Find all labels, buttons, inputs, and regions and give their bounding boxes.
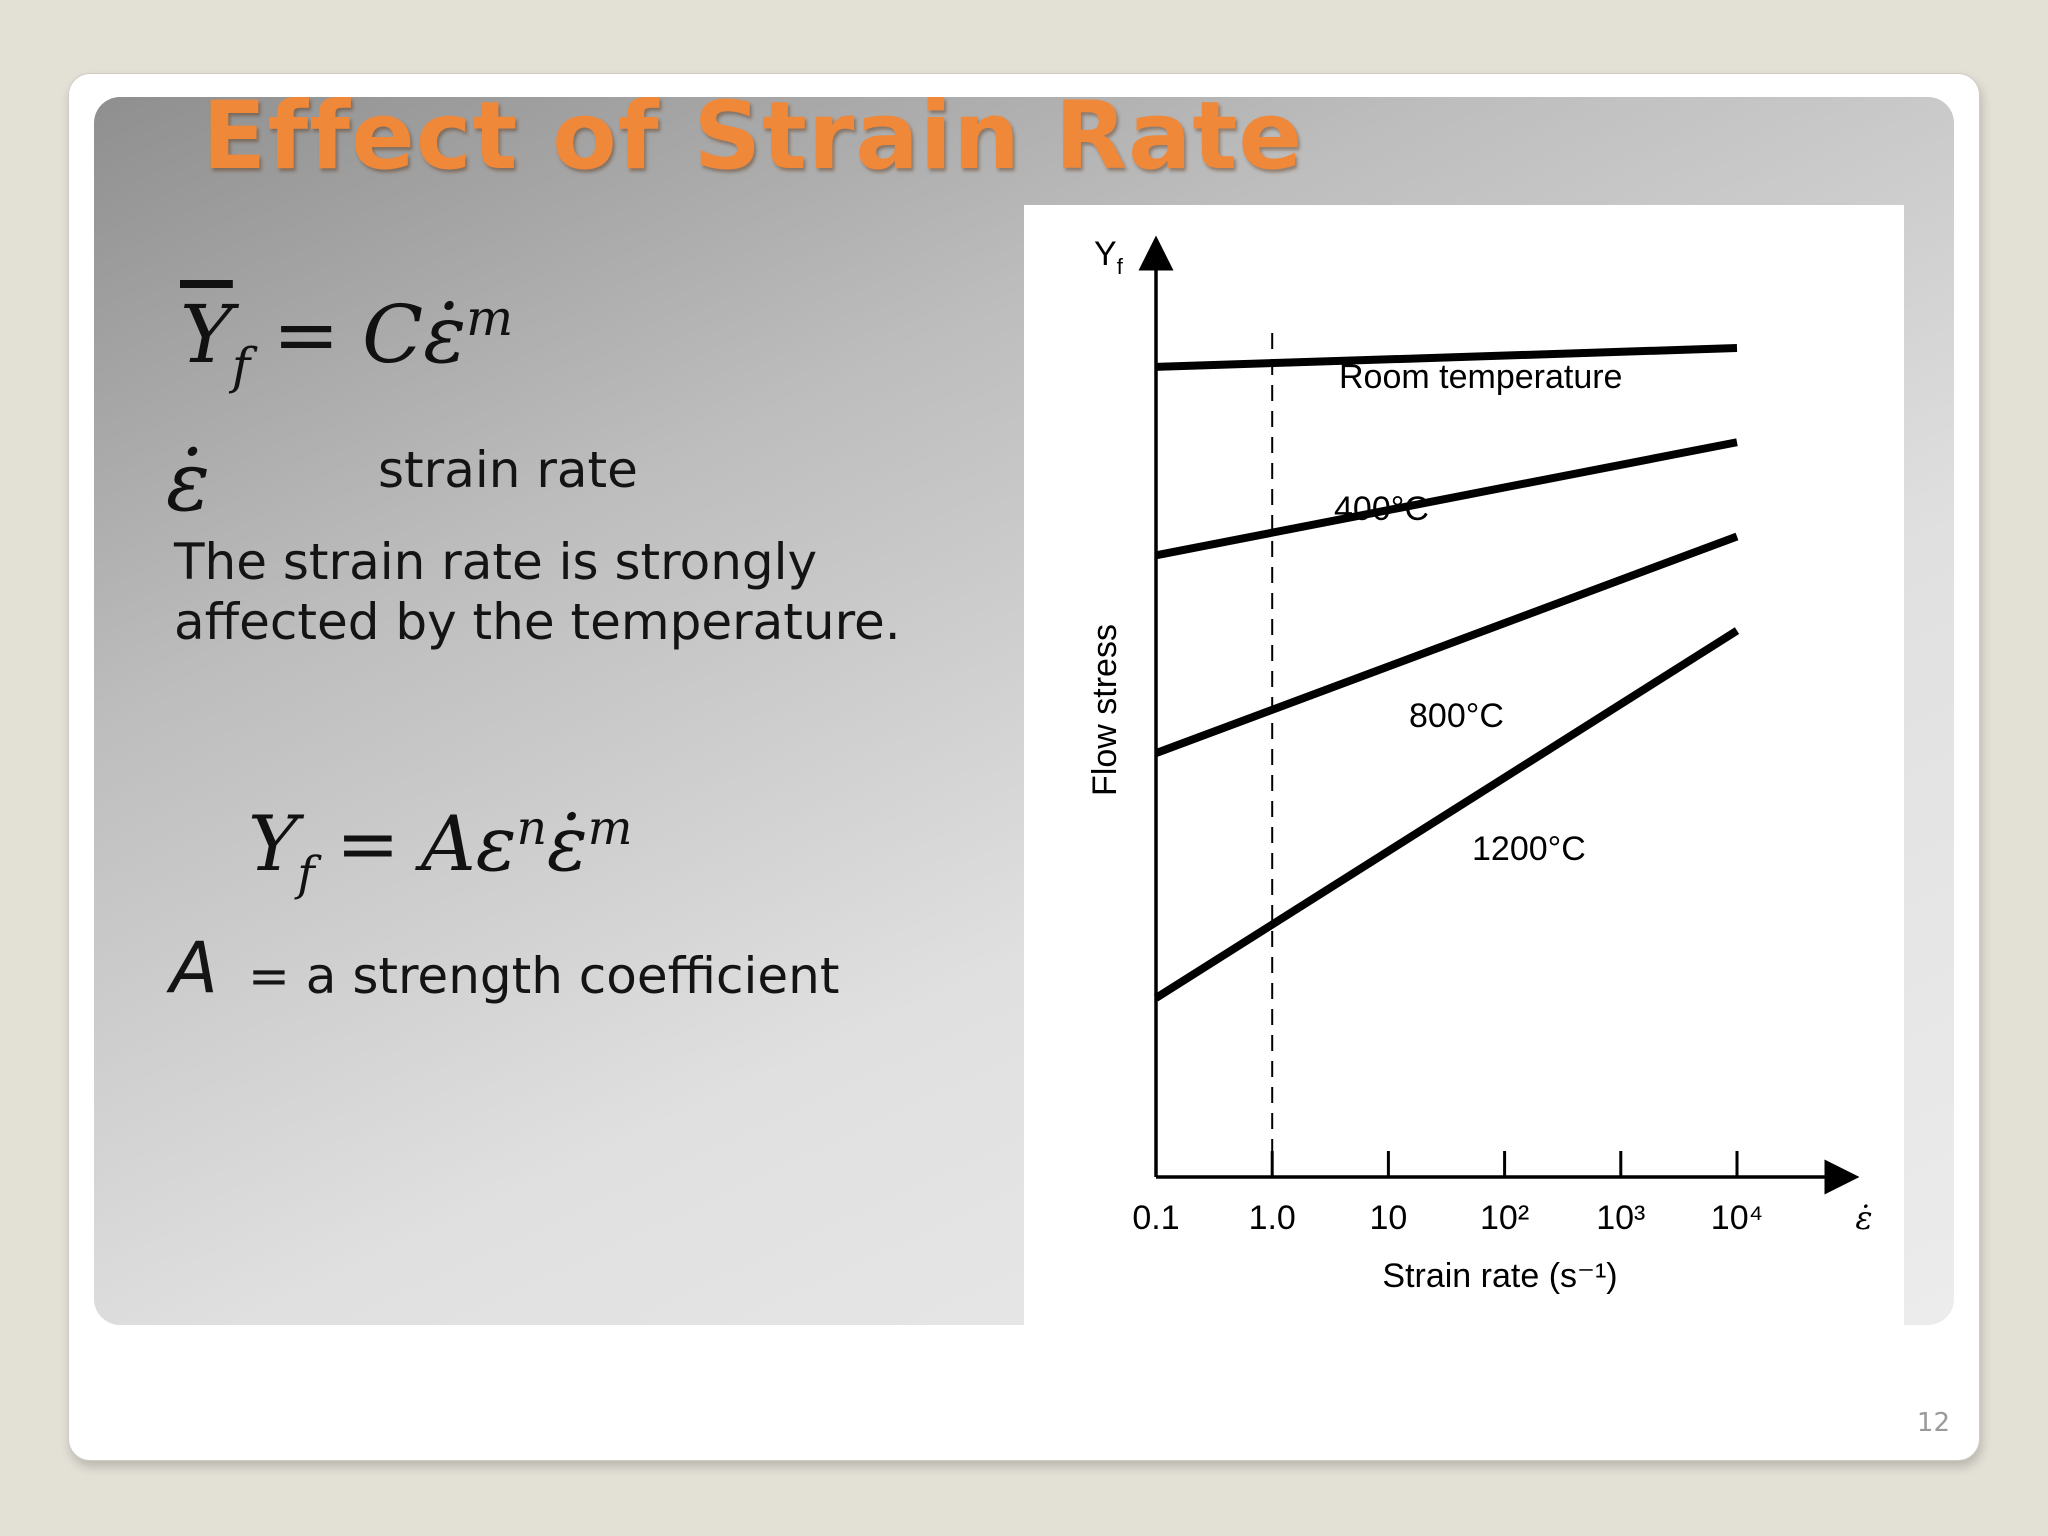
x-tick-label-5: 10⁴ [1711, 1199, 1763, 1237]
series-label-2: 800°C [1409, 697, 1504, 735]
x-tick-label-3: 10² [1480, 1199, 1529, 1237]
series-line-3 [1153, 627, 1740, 1002]
formula2-strain-exponent: n [516, 801, 547, 857]
flow-stress-chart: Yf Flow stress 0.1 1.0 10 10² 10³ 10⁴ ε̇ Strain r… [1024, 205, 1904, 1325]
flow-stress-strain-rate-formula: Yf = Cε̇m [180, 288, 514, 395]
formula2-coefficient: A [420, 799, 476, 888]
slide-title: Effect of Strain Rate [202, 82, 1304, 191]
formula1-equals: = [272, 288, 340, 381]
formula2-strain-rate-exponent: m [587, 801, 633, 857]
series-line-2 [1154, 532, 1739, 757]
x-axis-symbol: ε̇ [1855, 1199, 1872, 1237]
y-axis-label: Flow stress [1086, 624, 1124, 796]
strain-rate-symbol: ε̇ [166, 435, 211, 530]
body-text-line-2: affected by the temperature. [174, 593, 901, 651]
formula2-equals: = [335, 799, 400, 888]
page-number: 12 [1916, 1408, 1950, 1438]
x-tick-label-0: 0.1 [1132, 1199, 1179, 1237]
strength-coefficient-symbol: A [170, 927, 218, 1009]
strength-coefficient-definition: = a strength coefficient [248, 947, 840, 1005]
formula1-coefficient: C [362, 288, 424, 381]
formula1-lhs: Y [180, 288, 233, 381]
formula1-exponent: m [466, 288, 514, 347]
formula1-strain-rate-symbol: ε̇ [423, 288, 467, 381]
formula1-lhs-subscript: f [231, 336, 251, 395]
series-line-1 [1155, 438, 1738, 560]
series-label-0: Room temperature [1339, 358, 1622, 396]
y-axis-symbol: Yf [1094, 235, 1124, 279]
series-label-1: 400°C [1334, 490, 1429, 528]
formula2-lhs: Y [248, 799, 299, 888]
strain-rate-label: strain rate [378, 441, 638, 499]
x-tick-label-1: 1.0 [1249, 1199, 1296, 1237]
formula2-lhs-subscript: f [297, 846, 315, 902]
x-tick-label-4: 10³ [1596, 1199, 1645, 1237]
y-axis-symbol-main: Y [1094, 235, 1117, 273]
body-text-line-1: The strain rate is strongly [174, 533, 818, 591]
formula2-strain-rate-symbol: ε̇ [546, 799, 588, 888]
flow-stress-combined-formula: Yf = Aεnε̇m [248, 799, 633, 902]
formula2-strain-symbol: ε [475, 799, 517, 888]
chart-svg: Yf Flow stress 0.1 1.0 10 10² 10³ 10⁴ ε̇ Strain r… [1086, 235, 1873, 1295]
y-axis-symbol-subscript: f [1117, 254, 1124, 279]
x-axis-label: Strain rate (s⁻¹) [1382, 1257, 1617, 1295]
series-line-0 [1155, 344, 1738, 371]
series-label-3: 1200°C [1472, 830, 1586, 868]
x-tick-label-2: 10 [1369, 1199, 1407, 1237]
